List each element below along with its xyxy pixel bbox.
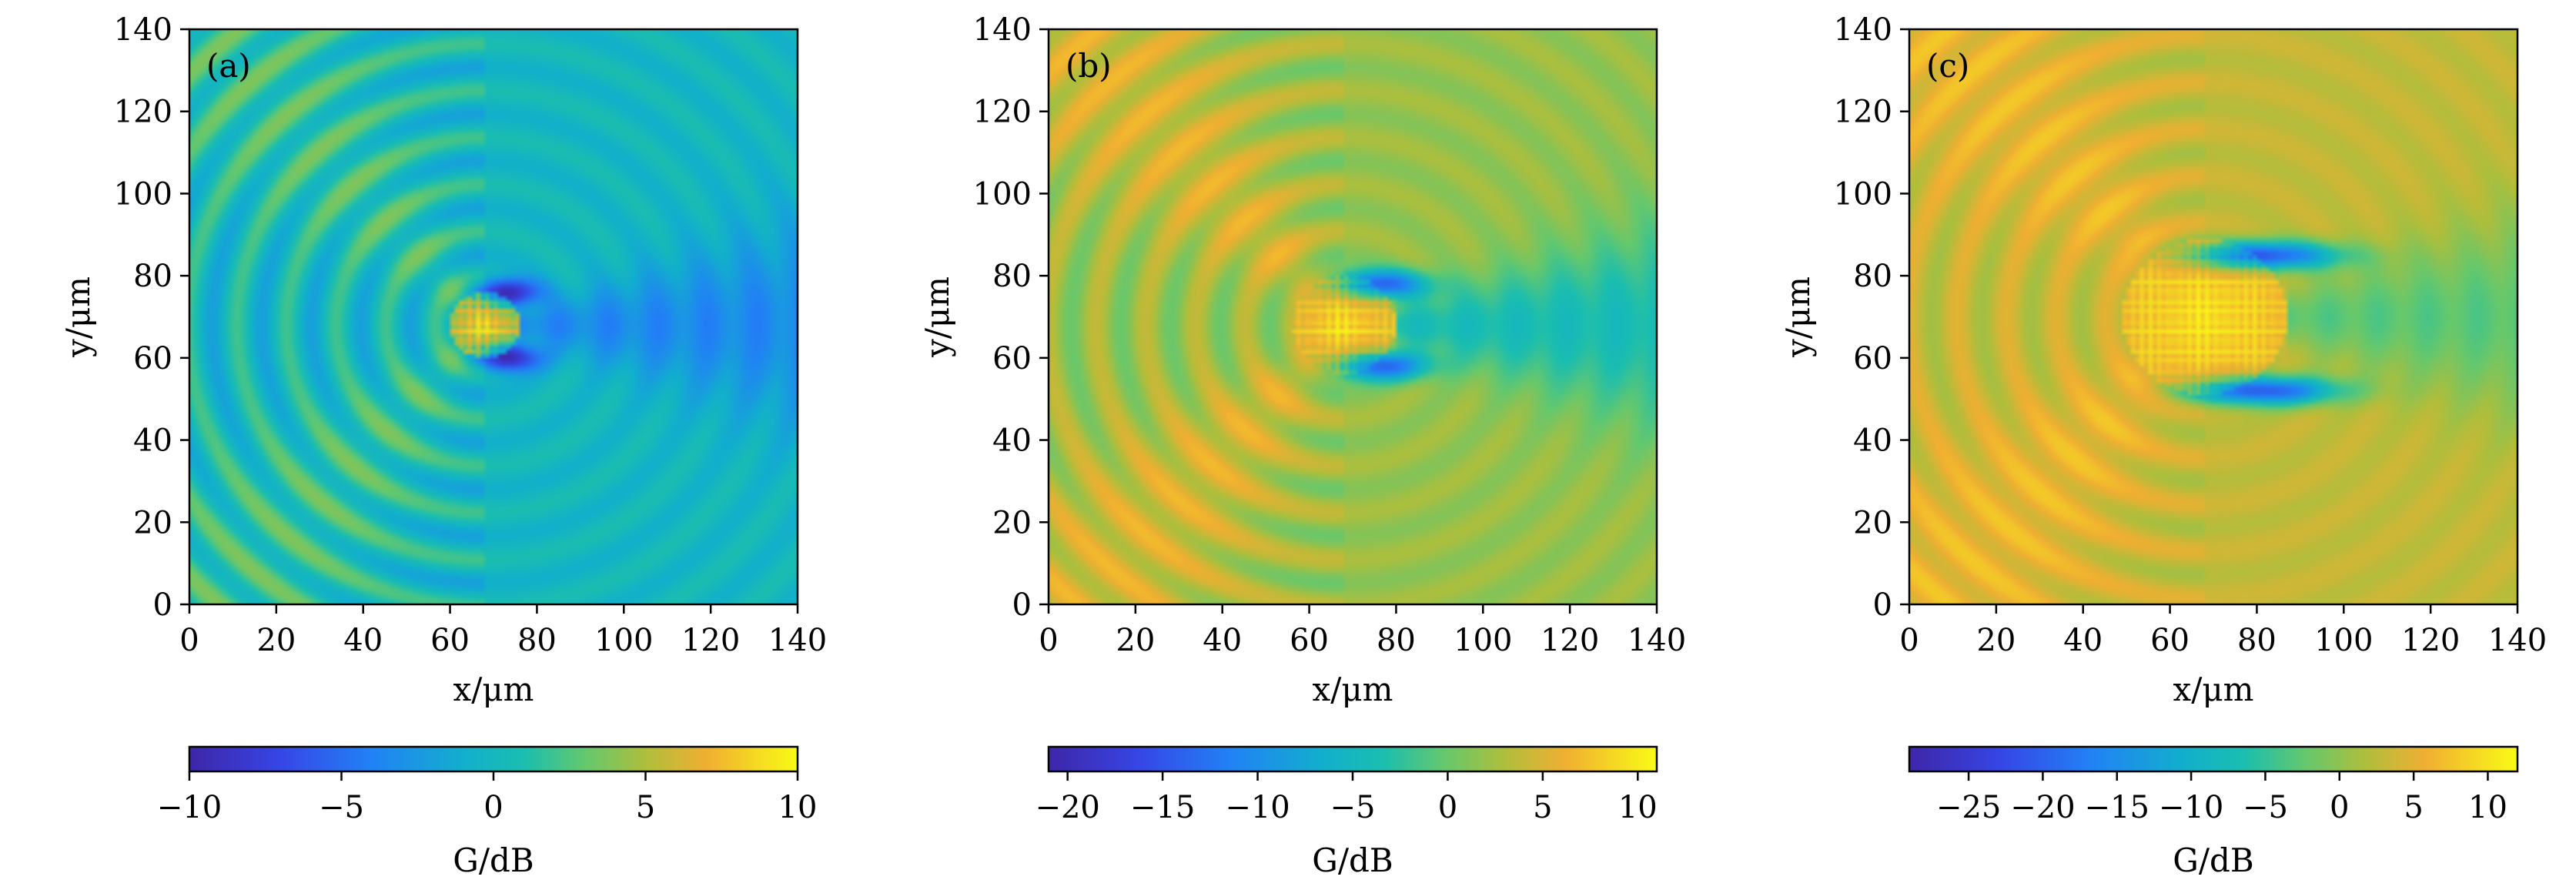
x-tick-label: 60 (2150, 623, 2190, 658)
colorbar-tick-label: 0 (483, 790, 503, 825)
x-tick-label: 140 (768, 623, 827, 658)
x-tick-label: 140 (2488, 623, 2547, 658)
x-tick-label: 60 (430, 623, 470, 658)
y-tick-label: 60 (133, 341, 172, 376)
y-tick-label: 60 (1853, 341, 1892, 376)
colorbar-tick-label: −10 (1225, 790, 1290, 825)
y-tick-label: 100 (114, 176, 172, 212)
x-tick-label: 40 (1203, 623, 1242, 658)
y-tick-label: 20 (992, 505, 1032, 540)
colorbar-tick-label: 5 (636, 790, 655, 825)
colorbar-label: G/dB (453, 841, 534, 879)
y-tick-label: 40 (1853, 423, 1892, 459)
plot-frame (1047, 28, 1658, 606)
colorbar-tick-label: −20 (2010, 790, 2075, 825)
panel-label: (a) (206, 47, 251, 85)
colorbar (1047, 745, 1658, 773)
x-tick-label: 120 (2401, 623, 2460, 658)
y-tick-label: 0 (153, 587, 172, 623)
colorbar-tick-label: −5 (2243, 790, 2288, 825)
y-tick-label: 140 (973, 12, 1032, 48)
x-tick-label: 40 (2063, 623, 2103, 658)
x-tick-label: 0 (179, 623, 199, 658)
y-tick-label: 100 (1834, 176, 1892, 212)
y-tick-label: 140 (114, 12, 172, 48)
y-tick-label: 60 (992, 341, 1032, 376)
colorbar-tick-label: 0 (2330, 790, 2349, 825)
x-tick-label: 80 (517, 623, 557, 658)
colorbar-tick-label: −5 (1330, 790, 1376, 825)
x-tick-label: 140 (1628, 623, 1686, 658)
colorbar-tick-label: 5 (1533, 790, 1552, 825)
y-axis-label: y/μm (1779, 276, 1817, 358)
x-tick-label: 40 (343, 623, 383, 658)
y-axis-label: y/μm (59, 276, 97, 358)
x-tick-label: 60 (1290, 623, 1329, 658)
y-axis-label: y/μm (918, 276, 956, 358)
colorbar-tick-label: −15 (2085, 790, 2149, 825)
y-tick-label: 0 (1012, 587, 1032, 623)
x-tick-label: 80 (1377, 623, 1416, 658)
x-tick-label: 120 (1541, 623, 1599, 658)
y-tick-label: 140 (1834, 12, 1892, 48)
y-tick-label: 80 (133, 259, 172, 294)
y-tick-label: 80 (992, 259, 1032, 294)
x-tick-label: 20 (1976, 623, 2016, 658)
colorbar-tick-label: 10 (1618, 790, 1658, 825)
chart-panel-2: (b)0 20 40 60 80 100 120 140020406080100120140x… (918, 12, 1686, 879)
heatmap-image (1049, 29, 1657, 604)
y-tick-label: 120 (114, 95, 172, 130)
colorbar-tick-label: −20 (1035, 790, 1099, 825)
y-tick-label: 0 (1873, 587, 1892, 623)
x-tick-label: 100 (594, 623, 653, 658)
y-tick-label: 20 (133, 505, 172, 540)
x-tick-label: 20 (1116, 623, 1155, 658)
x-tick-label: 100 (2314, 623, 2373, 658)
plot-frame (188, 28, 799, 606)
colorbar-label: G/dB (2173, 841, 2253, 879)
x-axis-label: x/μm (1313, 671, 1393, 708)
colorbar-tick-label: 0 (1438, 790, 1457, 825)
y-tick-label: 20 (1853, 505, 1892, 540)
colorbar (188, 745, 799, 773)
colorbar-tick-label: −10 (157, 790, 222, 825)
y-tick-label: 40 (133, 423, 172, 459)
colorbar-tick-label: −25 (1936, 790, 2001, 825)
chart-panel-1: (a)0 20 40 60 80 100 120 140020406080100120140x… (59, 12, 827, 879)
panel-label: (c) (1926, 47, 1969, 85)
colorbar-tick-label: 5 (2404, 790, 2423, 825)
y-tick-label: 120 (1834, 95, 1892, 130)
x-tick-label: 0 (1039, 623, 1058, 658)
x-tick-label: 120 (681, 623, 740, 658)
colorbar-tick-label: 10 (2468, 790, 2507, 825)
x-axis-label: x/μm (453, 671, 534, 708)
heatmap-image (189, 29, 798, 604)
colorbar-tick-label: 10 (778, 790, 818, 825)
colorbar-label: G/dB (1312, 841, 1393, 879)
x-axis-label: x/μm (2173, 671, 2254, 708)
plot-frame (1908, 28, 2519, 606)
heatmap-image (1909, 29, 2517, 604)
panel-label: (b) (1066, 47, 1112, 85)
y-tick-label: 80 (1853, 259, 1892, 294)
x-tick-label: 0 (1899, 623, 1919, 658)
y-tick-label: 120 (973, 95, 1032, 130)
x-tick-label: 100 (1454, 623, 1512, 658)
chart-panel-3: (c)0 20 40 60 80 100 120 140020406080100120140x… (1779, 12, 2547, 879)
colorbar-tick-label: −10 (2159, 790, 2223, 825)
y-tick-label: 100 (973, 176, 1032, 212)
colorbar-tick-label: −5 (319, 790, 364, 825)
y-tick-label: 40 (992, 423, 1032, 459)
colorbar (1908, 745, 2519, 773)
colorbar-tick-label: −15 (1130, 790, 1195, 825)
x-tick-label: 80 (2237, 623, 2277, 658)
x-tick-label: 20 (256, 623, 296, 658)
